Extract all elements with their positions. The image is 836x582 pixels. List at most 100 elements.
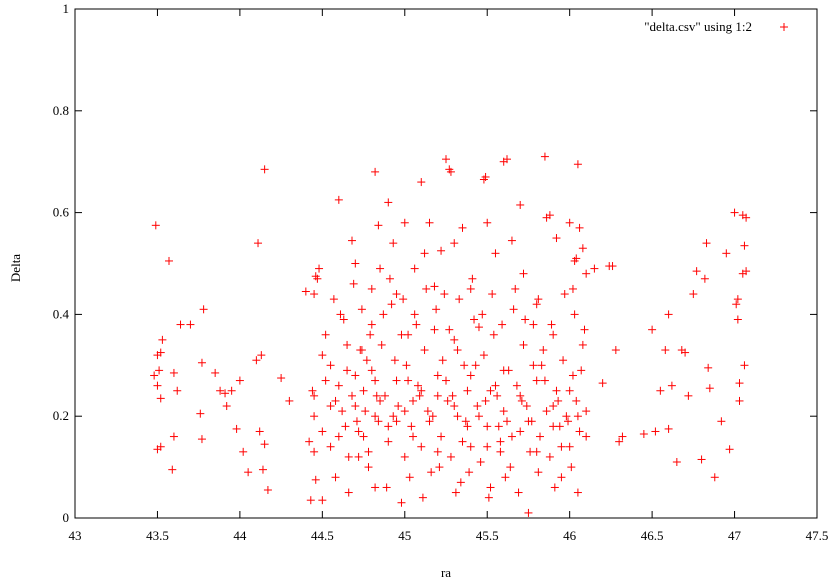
data-point bbox=[239, 447, 248, 456]
data-point bbox=[417, 386, 426, 395]
data-point bbox=[427, 468, 436, 477]
data-point bbox=[334, 381, 343, 390]
data-point bbox=[364, 447, 373, 456]
data-point bbox=[404, 376, 413, 385]
data-point bbox=[155, 366, 164, 375]
data-point bbox=[244, 468, 253, 477]
data-point bbox=[318, 427, 327, 436]
data-point bbox=[415, 391, 424, 400]
data-point bbox=[156, 394, 165, 403]
data-point bbox=[260, 440, 269, 449]
data-point bbox=[735, 379, 744, 388]
data-point bbox=[681, 348, 690, 357]
data-point bbox=[532, 447, 541, 456]
data-point bbox=[440, 290, 449, 299]
data-point bbox=[565, 442, 574, 451]
data-point bbox=[357, 305, 366, 314]
data-point bbox=[384, 422, 393, 431]
data-point bbox=[664, 310, 673, 319]
data-point bbox=[331, 473, 340, 482]
data-point bbox=[156, 348, 165, 357]
data-point bbox=[552, 234, 561, 243]
data-point bbox=[397, 498, 406, 507]
data-point bbox=[176, 320, 185, 329]
data-point bbox=[466, 371, 475, 380]
data-point bbox=[458, 223, 467, 232]
legend-plus-icon bbox=[780, 23, 788, 31]
data-point bbox=[573, 488, 582, 497]
data-point bbox=[442, 376, 450, 385]
data-point bbox=[357, 346, 366, 355]
data-point bbox=[313, 274, 322, 283]
data-point bbox=[667, 381, 676, 390]
data-point bbox=[527, 417, 536, 426]
data-point bbox=[392, 290, 401, 299]
data-point bbox=[598, 379, 607, 388]
data-point bbox=[371, 167, 380, 176]
data-point bbox=[730, 208, 739, 217]
data-point bbox=[463, 422, 472, 431]
data-point bbox=[450, 335, 459, 344]
data-point bbox=[479, 351, 488, 360]
data-point bbox=[367, 320, 376, 329]
data-point bbox=[453, 346, 462, 355]
data-point bbox=[173, 386, 182, 395]
data-point bbox=[656, 386, 665, 395]
data-point bbox=[417, 442, 426, 451]
data-point bbox=[738, 269, 747, 278]
data-point bbox=[572, 396, 581, 405]
data-point bbox=[354, 427, 363, 436]
data-point bbox=[483, 422, 492, 431]
data-point bbox=[549, 402, 558, 411]
data-point bbox=[522, 402, 531, 411]
data-point bbox=[310, 412, 319, 421]
data-point bbox=[384, 437, 393, 446]
data-point bbox=[575, 427, 584, 436]
data-point bbox=[417, 178, 426, 187]
data-point bbox=[484, 493, 493, 502]
y-tick-label: 1 bbox=[63, 1, 70, 16]
data-point bbox=[430, 282, 439, 291]
data-point bbox=[344, 452, 353, 461]
data-point bbox=[534, 468, 543, 477]
data-point bbox=[329, 295, 338, 304]
data-point bbox=[570, 310, 579, 319]
data-point bbox=[341, 422, 350, 431]
data-point bbox=[733, 295, 742, 304]
data-point bbox=[422, 284, 431, 293]
data-point bbox=[425, 218, 434, 227]
data-point bbox=[697, 455, 706, 464]
data-point bbox=[725, 445, 734, 454]
data-point bbox=[392, 417, 401, 426]
data-point bbox=[549, 422, 558, 431]
data-point bbox=[565, 386, 574, 395]
data-point bbox=[547, 320, 556, 329]
data-point bbox=[573, 160, 582, 169]
data-point bbox=[351, 259, 360, 268]
data-point bbox=[491, 249, 500, 258]
x-tick-label: 45 bbox=[398, 528, 411, 543]
data-point bbox=[151, 221, 160, 230]
data-point bbox=[413, 381, 422, 390]
data-point bbox=[702, 239, 711, 248]
data-point bbox=[468, 274, 477, 283]
data-point bbox=[428, 412, 437, 421]
data-point bbox=[529, 320, 538, 329]
y-tick-label: 0.6 bbox=[53, 205, 70, 220]
data-point bbox=[400, 452, 409, 461]
x-axis-label: ra bbox=[441, 565, 451, 580]
data-point bbox=[717, 417, 726, 426]
data-point bbox=[519, 340, 528, 349]
data-point bbox=[164, 256, 173, 265]
y-tick-label: 0.8 bbox=[53, 103, 69, 118]
data-point bbox=[463, 386, 472, 395]
data-point bbox=[348, 391, 357, 400]
x-tick-label: 44.5 bbox=[311, 528, 334, 543]
data-point bbox=[336, 310, 345, 319]
data-point bbox=[168, 465, 177, 474]
data-point bbox=[359, 386, 368, 395]
data-point bbox=[310, 290, 319, 299]
data-point bbox=[423, 407, 432, 416]
data-point bbox=[254, 239, 263, 248]
